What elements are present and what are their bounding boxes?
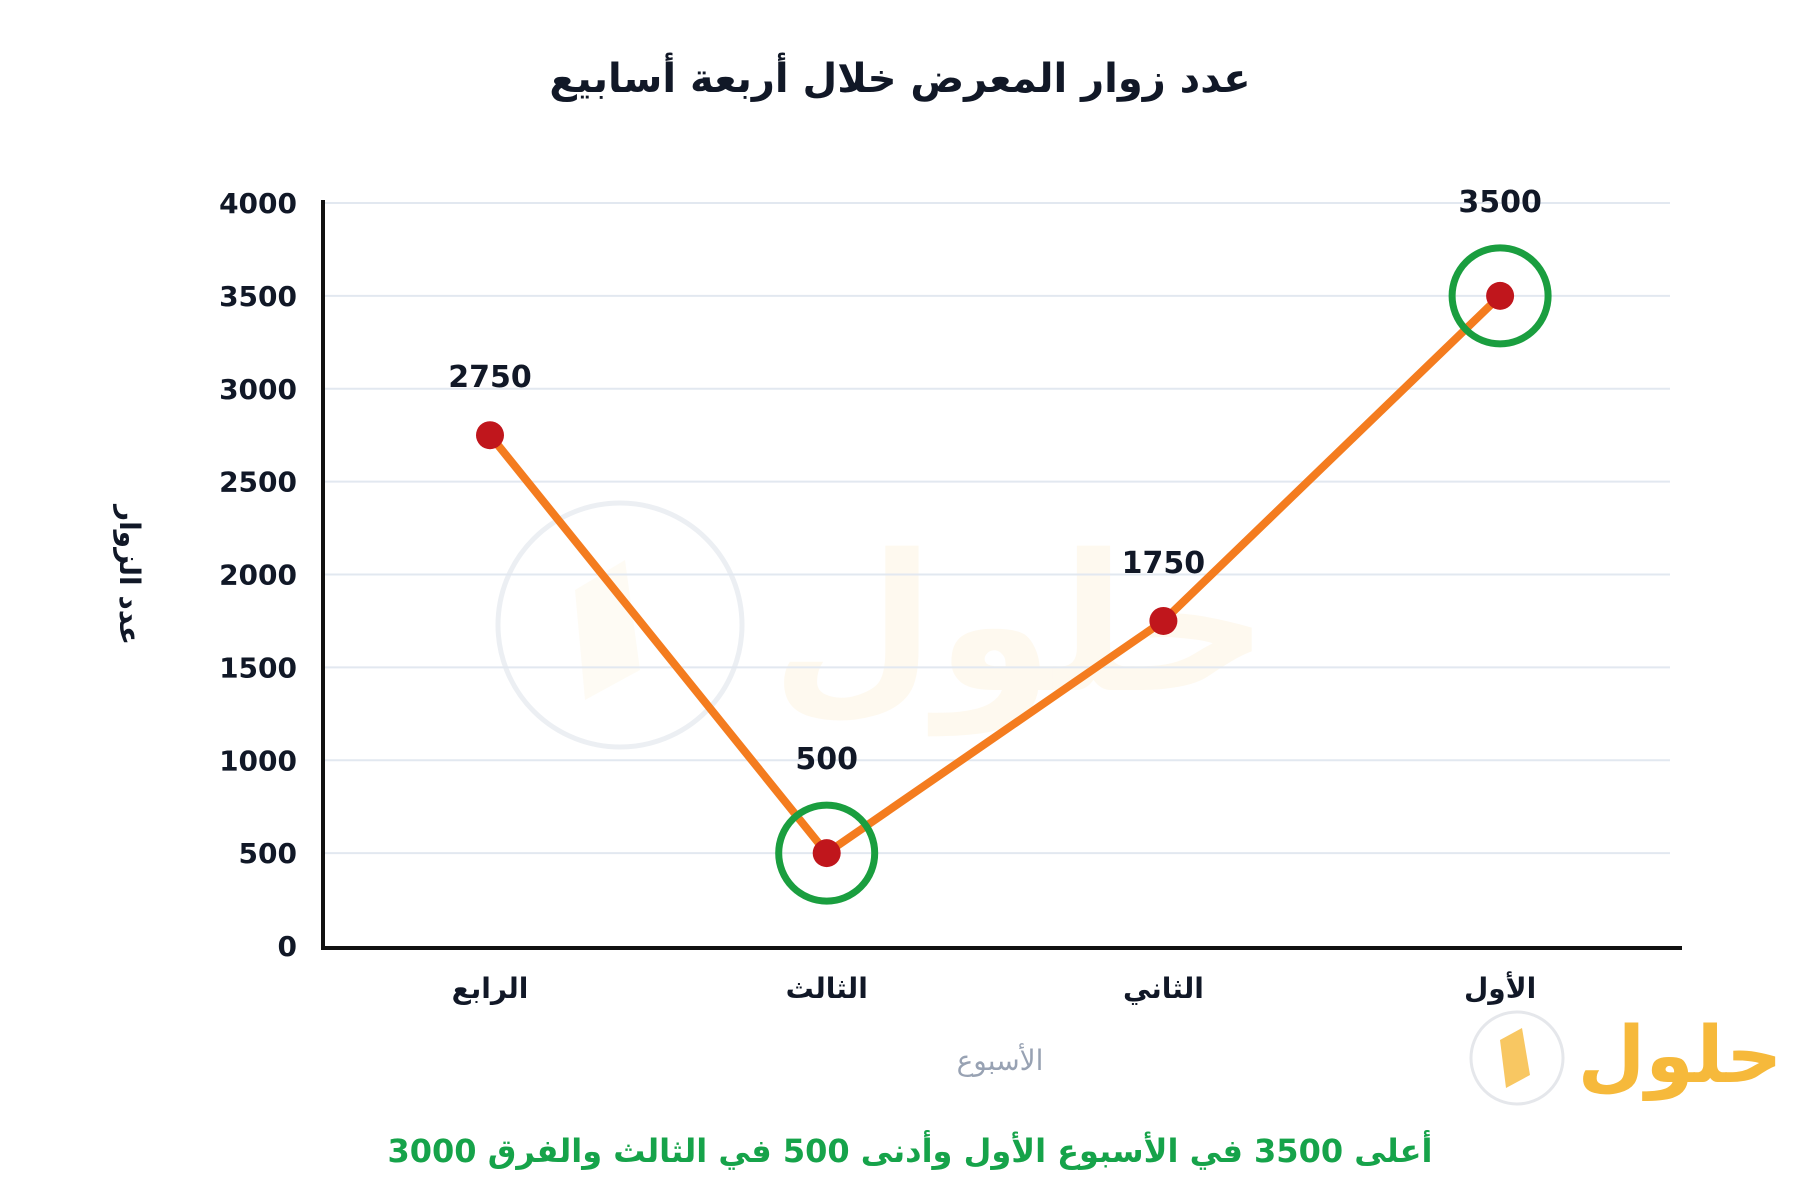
watermark-text: حلول	[771, 514, 1269, 737]
y-tick-label: 4000	[219, 187, 297, 220]
series-line	[486, 291, 1505, 858]
y-axis-title: عدد الزوار	[113, 503, 146, 645]
y-tick-label: 1500	[219, 651, 297, 684]
y-tick-label: 2500	[219, 466, 297, 499]
background-watermark: حلول	[495, 500, 1269, 750]
data-point	[812, 839, 841, 868]
x-tick-label: الثاني	[1123, 972, 1204, 1005]
data-label: 500	[795, 742, 858, 777]
x-tick-label: الرابع	[452, 972, 529, 1005]
x-tick-label: الأول	[1464, 971, 1536, 1005]
y-tick-label: 3000	[219, 373, 297, 406]
logo-text: حلول	[1578, 1011, 1783, 1101]
data-point	[476, 421, 504, 450]
data-label: 3500	[1458, 185, 1542, 220]
data-labels: 2750 500 1750 3500	[448, 185, 1542, 777]
logo-book-icon	[1500, 1028, 1530, 1088]
y-tick-label: 1000	[219, 744, 297, 777]
watermark-circle	[495, 500, 745, 750]
y-tick-label: 3500	[219, 280, 297, 313]
brand-logo: حلول	[1469, 1010, 1783, 1106]
x-axis-title: الأسبوع	[957, 1042, 1044, 1077]
data-points	[476, 281, 1515, 868]
y-tick-label: 2000	[219, 559, 297, 592]
data-point	[1486, 281, 1515, 310]
series-line-group	[486, 291, 1505, 858]
chart-title: عدد زوار المعرض خلال أربعة أسابيع	[549, 52, 1250, 102]
gridlines	[323, 202, 1670, 855]
highlight-ring	[1448, 244, 1552, 348]
x-tick-labels: الرابع الثالث الثاني الأول	[452, 971, 1537, 1005]
summary-annotation: أعلى 3500 في الأسبوع الأول وأدنى 500 في …	[388, 1130, 1433, 1170]
data-point	[1149, 606, 1178, 635]
y-tick-label: 500	[239, 837, 297, 870]
y-tick-labels: 0 500 1000 1500 2000 2500 3000 3500 4000	[219, 187, 297, 963]
data-label: 2750	[448, 360, 532, 395]
highlight-ring	[775, 801, 879, 905]
highlight-rings	[775, 244, 1552, 905]
y-tick-label: 0	[278, 930, 297, 963]
x-tick-label: الثالث	[786, 972, 868, 1005]
data-label: 1750	[1122, 546, 1206, 581]
